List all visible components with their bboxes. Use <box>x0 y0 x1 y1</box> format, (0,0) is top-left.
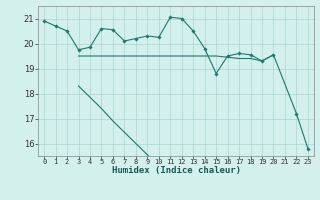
X-axis label: Humidex (Indice chaleur): Humidex (Indice chaleur) <box>111 166 241 175</box>
